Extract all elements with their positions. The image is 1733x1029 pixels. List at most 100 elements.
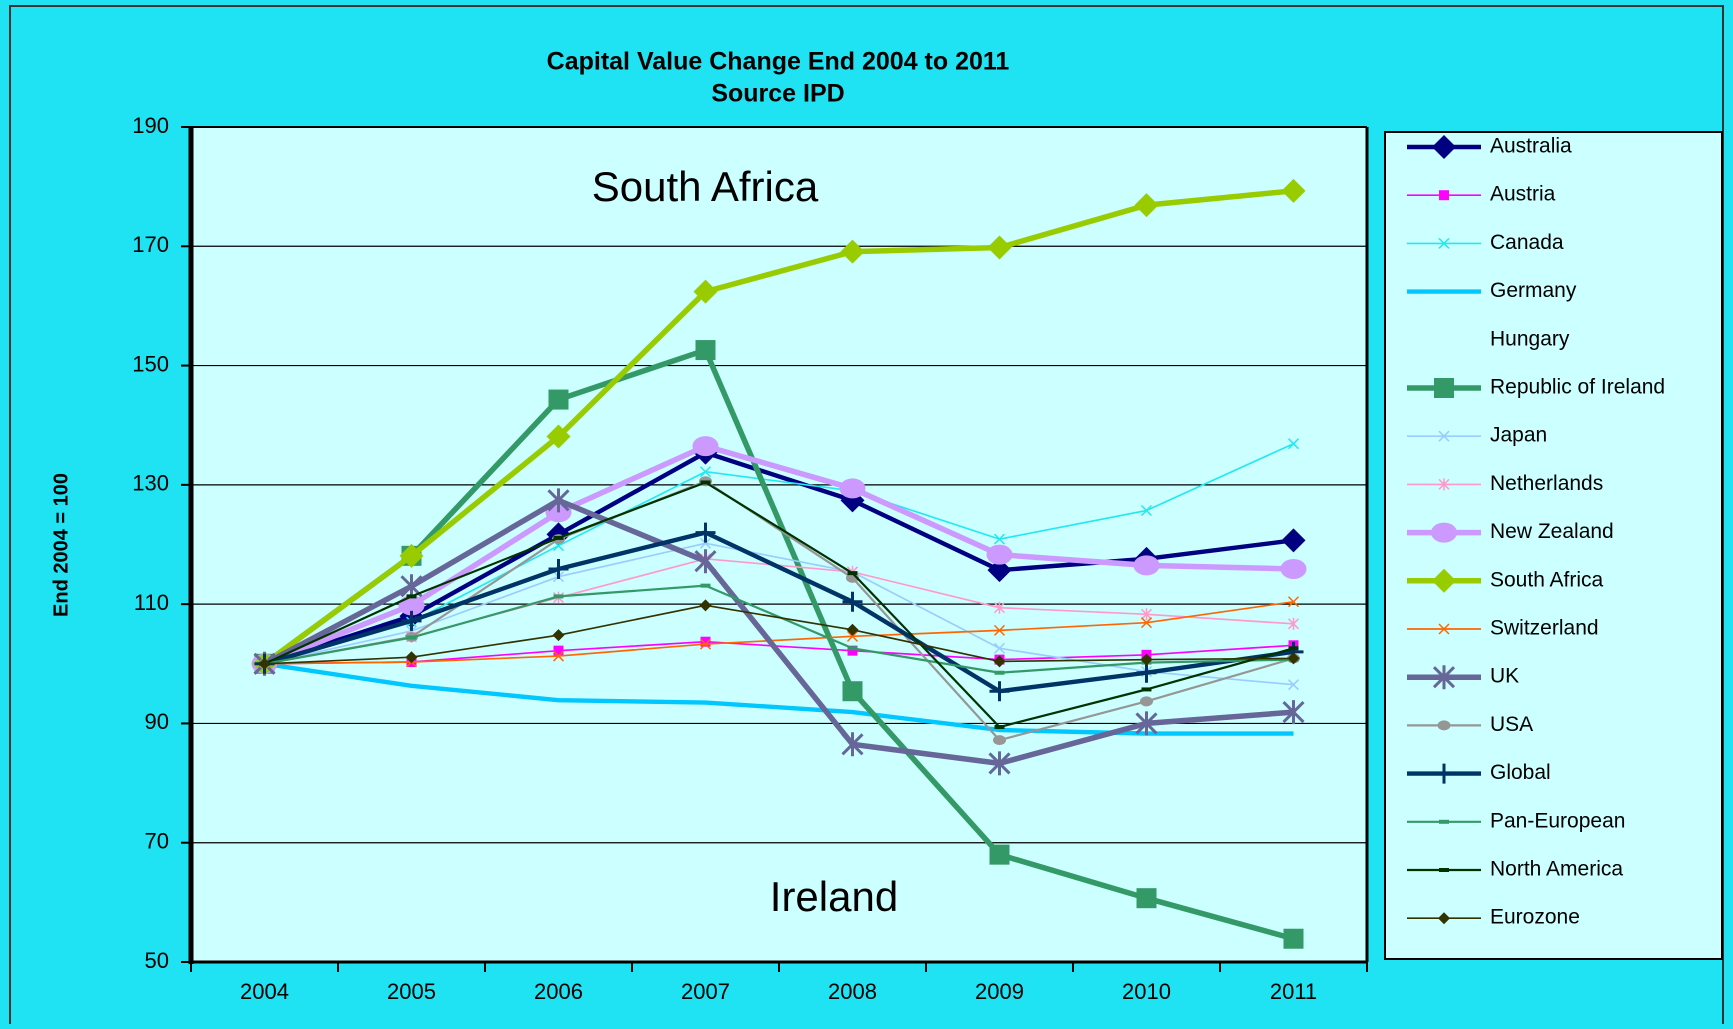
legend-label: Switzerland (1490, 617, 1599, 640)
legend-label: Japan (1490, 424, 1547, 447)
marker (839, 478, 866, 499)
marker (987, 558, 1012, 583)
legend-box (1384, 131, 1723, 960)
x-tick-label: 2008 (828, 979, 877, 1004)
legend-item: Eurozone (1407, 906, 1580, 929)
marker (548, 389, 569, 410)
marker (546, 424, 571, 449)
marker (989, 844, 1010, 865)
legend-label: UK (1490, 665, 1519, 688)
marker (1140, 653, 1153, 666)
series-line (263, 497, 1294, 767)
marker (1140, 617, 1153, 629)
series-line (262, 347, 1295, 942)
marker (842, 681, 863, 702)
legend-item: Japan (1407, 424, 1547, 447)
marker (1136, 888, 1157, 909)
marker (1283, 928, 1304, 949)
series-line (264, 480, 1294, 742)
marker (693, 279, 718, 304)
legend-label: Republic of Ireland (1490, 376, 1665, 399)
marker (1133, 555, 1160, 576)
marker (1432, 665, 1456, 690)
marker (699, 638, 712, 650)
marker (1140, 696, 1153, 707)
annotation: Ireland (770, 873, 898, 920)
marker (699, 466, 712, 478)
marker (548, 558, 569, 579)
legend-label: Germany (1490, 279, 1577, 302)
marker (993, 642, 1006, 654)
marker (401, 610, 422, 631)
y-tick-label: 90 (145, 709, 169, 734)
marker (1140, 608, 1153, 621)
legend-label: Hungary (1490, 327, 1570, 350)
legend-label: North America (1490, 858, 1623, 881)
series-line (262, 188, 1294, 667)
plot-area (191, 127, 1367, 962)
legend-label: Netherlands (1490, 472, 1603, 495)
legend-item: Netherlands (1407, 472, 1603, 495)
marker (1281, 178, 1306, 203)
marker (847, 645, 858, 656)
marker (1438, 430, 1450, 442)
marker (993, 533, 1006, 545)
legend-label: Pan-European (1490, 809, 1625, 832)
legend-item: Austria (1407, 183, 1556, 206)
marker (1432, 135, 1456, 159)
legend-item: Pan-European (1407, 809, 1625, 832)
series-line (264, 442, 1294, 665)
marker (1287, 596, 1300, 608)
marker (993, 624, 1006, 636)
marker (1282, 700, 1305, 725)
legend-item: South Africa (1407, 568, 1604, 593)
marker (1134, 193, 1159, 218)
marker (695, 340, 716, 361)
legend-item: Switzerland (1407, 617, 1599, 640)
legend-label: Australia (1490, 135, 1572, 158)
marker (842, 591, 863, 612)
marker (1287, 652, 1300, 665)
legend-item: Global (1407, 761, 1551, 784)
series-line (263, 530, 1294, 694)
marker (989, 681, 1010, 702)
marker (1287, 617, 1300, 630)
marker (993, 601, 1006, 614)
annotation: South Africa (592, 163, 819, 210)
legend-item: Canada (1407, 231, 1564, 254)
legend-item: Australia (1407, 135, 1572, 159)
marker (1437, 720, 1451, 731)
marker (1280, 558, 1307, 579)
marker (694, 549, 717, 574)
marker (993, 655, 1006, 668)
x-tick-label: 2006 (534, 979, 583, 1004)
series-line (264, 604, 1294, 665)
y-tick-label: 190 (132, 113, 169, 138)
x-tick-label: 2011 (1270, 979, 1317, 1004)
marker (846, 623, 859, 636)
marker (1431, 522, 1457, 543)
series-line (264, 600, 1294, 665)
x-tick-label: 2010 (1122, 979, 1171, 1004)
x-tick-label: 2007 (681, 979, 730, 1004)
legend-item: Republic of Ireland (1407, 376, 1665, 399)
y-axis-label: End 2004 = 100 (50, 473, 72, 617)
marker (700, 636, 711, 647)
series-line (264, 661, 1294, 736)
series-line (264, 481, 1294, 729)
legend-item: Hungary (1490, 327, 1570, 350)
marker (1438, 623, 1450, 635)
y-tick-label: 130 (132, 471, 169, 496)
marker (1438, 478, 1450, 491)
chart-title: Capital Value Change End 2004 to 2011 (547, 48, 1010, 76)
legend-label: USA (1490, 713, 1533, 736)
series-line (263, 443, 1294, 667)
marker (399, 543, 424, 568)
legend-item: USA (1407, 713, 1533, 736)
x-tick-label: 2004 (240, 979, 289, 1004)
legend-item: New Zealand (1407, 520, 1614, 543)
legend-label: Eurozone (1490, 906, 1580, 929)
marker (552, 650, 565, 662)
marker (692, 436, 719, 457)
